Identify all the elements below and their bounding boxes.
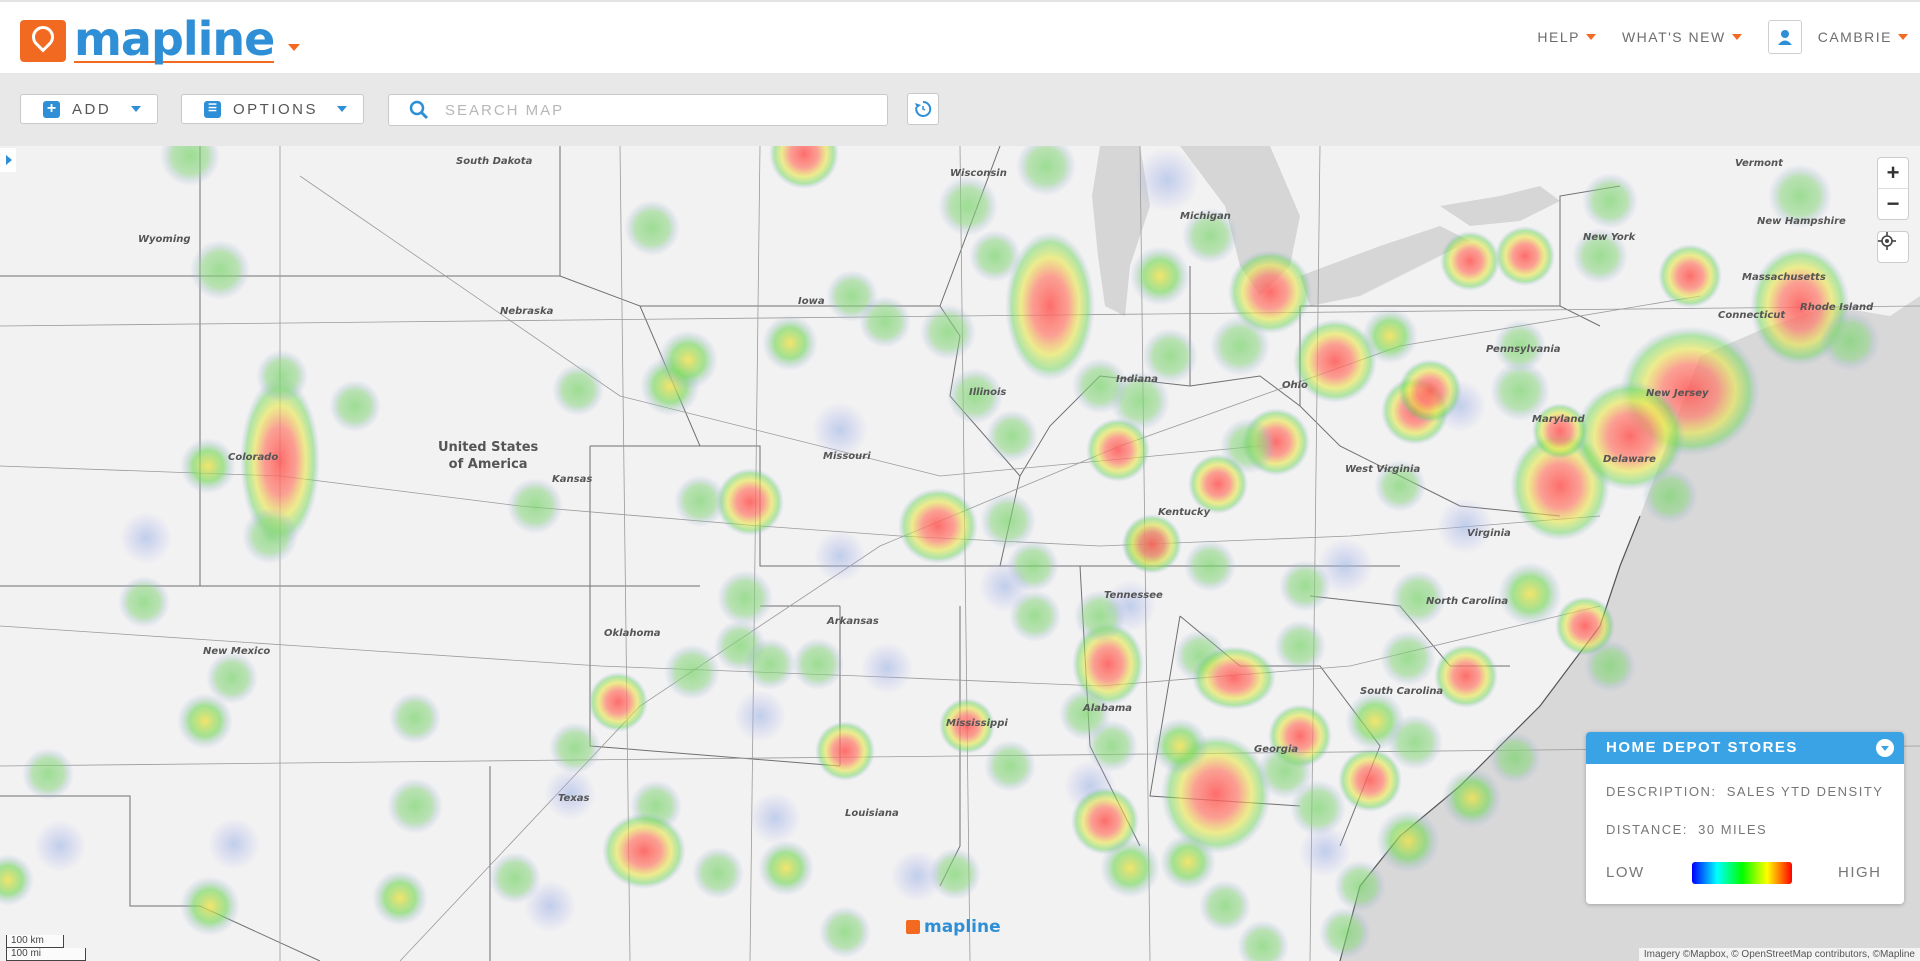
map-watermark: mapline (906, 917, 1001, 937)
refresh-button[interactable] (907, 93, 939, 125)
place-label: North Carolina (1426, 596, 1509, 607)
heatmap-legend: HOME DEPOT STORES DESCRIPTION: SALES YTD… (1586, 732, 1904, 904)
place-label: New Jersey (1646, 388, 1709, 399)
place-label: Delaware (1603, 454, 1656, 465)
user-icon (1767, 20, 1802, 54)
legend-description: DESCRIPTION: SALES YTD DENSITY (1606, 784, 1883, 799)
place-label: Connecticut (1718, 310, 1786, 321)
refresh-icon (915, 100, 932, 117)
place-label: Rhode Island (1800, 302, 1874, 313)
place-label: Kansas (552, 474, 593, 485)
whats-new-label: WHAT'S NEW (1621, 29, 1726, 45)
logo-pin-icon (20, 20, 66, 62)
crosshair-icon (1878, 232, 1896, 250)
watermark-text: mapline (924, 917, 1001, 937)
legend-distance: DISTANCE: 30 MILES (1606, 822, 1767, 837)
place-label: New York (1583, 232, 1636, 243)
place-label: Georgia (1254, 744, 1299, 755)
country-label-line: of America (448, 457, 528, 472)
legend-title: HOME DEPOT STORES (1606, 739, 1798, 756)
help-label: HELP (1537, 29, 1580, 45)
legend-header[interactable]: HOME DEPOT STORES (1586, 732, 1904, 764)
place-label: Maryland (1532, 414, 1585, 425)
place-label: Illinois (969, 387, 1007, 398)
sidebar-toggle[interactable] (0, 148, 16, 172)
place-label: Mississippi (946, 718, 1008, 729)
top-bar: mapline HELP WHAT'S NEW CAMBRIE (0, 0, 1920, 74)
app-logo[interactable]: mapline (20, 12, 301, 66)
place-label: Virginia (1467, 528, 1511, 539)
place-label: Texas (558, 793, 590, 804)
place-label: Arkansas (827, 616, 879, 627)
whats-new-menu[interactable]: WHAT'S NEW (1622, 29, 1742, 45)
zoom-in-button[interactable]: + (1886, 160, 1900, 185)
help-menu[interactable]: HELP (1537, 29, 1596, 45)
chevron-down-icon (1898, 34, 1908, 40)
search-input[interactable] (443, 100, 867, 120)
place-label: Colorado (228, 452, 279, 463)
place-label: Iowa (798, 296, 825, 307)
description-value: SALES YTD DENSITY (1726, 784, 1884, 799)
place-label: Michigan (1180, 211, 1231, 222)
scale-km: 100 km (6, 935, 64, 948)
place-label: South Carolina (1360, 686, 1444, 697)
search-icon (409, 100, 429, 120)
gradient-scale (1692, 862, 1792, 884)
chevron-down-icon (1731, 34, 1742, 40)
chevron-down-icon (1881, 746, 1889, 751)
place-label: Alabama (1083, 703, 1132, 714)
user-name: CAMBRIE (1817, 29, 1892, 45)
chevron-down-icon (337, 106, 347, 112)
place-label: West Virginia (1345, 464, 1421, 475)
logo-dropdown-icon[interactable] (288, 43, 301, 51)
place-label: Missouri (823, 451, 871, 462)
place-label: South Dakota (456, 156, 533, 167)
place-label: Nebraska (500, 306, 554, 317)
map-attribution: Imagery ©Mapbox, © OpenStreetMap contrib… (1638, 948, 1920, 961)
distance-label: DISTANCE: (1606, 822, 1688, 837)
logo-pin-icon (906, 920, 920, 934)
place-label: Oklahoma (604, 628, 661, 639)
place-label: Vermont (1735, 158, 1783, 169)
collapse-button[interactable] (1876, 739, 1894, 757)
chevron-down-icon (1585, 34, 1596, 40)
chevron-down-icon (131, 106, 141, 112)
map-scale: 100 km 100 mi (6, 935, 86, 961)
search-box (388, 94, 888, 126)
legend-low-label: LOW (1606, 864, 1645, 881)
place-label: New Hampshire (1757, 216, 1846, 227)
list-icon: ☰ (204, 100, 221, 118)
place-label: Pennsylvania (1486, 344, 1561, 355)
place-label: Louisiana (845, 808, 899, 819)
zoom-control: + − (1878, 158, 1908, 219)
place-label: Ohio (1282, 380, 1308, 391)
add-button[interactable]: + ADD (20, 94, 158, 124)
locate-button[interactable] (1878, 232, 1908, 262)
place-label: Wyoming (138, 234, 191, 245)
top-nav: HELP WHAT'S NEW CAMBRIE (1537, 20, 1908, 54)
place-label: New Mexico (203, 646, 271, 657)
add-label: ADD (72, 100, 112, 118)
user-menu[interactable]: CAMBRIE (1767, 20, 1908, 54)
country-label-line: United States (438, 440, 539, 455)
options-label: OPTIONS (233, 100, 319, 118)
place-label: Indiana (1116, 374, 1159, 385)
place-label: Tennessee (1104, 590, 1163, 601)
country-label: United States of America (438, 439, 538, 473)
distance-value: 30 MILES (1698, 822, 1768, 837)
scale-mi: 100 mi (6, 948, 86, 961)
description-label: DESCRIPTION: (1606, 784, 1717, 799)
place-label: Wisconsin (950, 168, 1007, 179)
map-toolbar: + ADD ☰ OPTIONS (0, 74, 1920, 146)
logo-text: mapline (74, 12, 275, 66)
zoom-out-button[interactable]: − (1878, 188, 1908, 219)
map-canvas[interactable]: United States of America South Dakota Wis… (0, 146, 1920, 961)
place-label: Kentucky (1158, 507, 1211, 518)
options-button[interactable]: ☰ OPTIONS (181, 94, 364, 124)
legend-high-label: HIGH (1838, 864, 1882, 881)
plus-icon: + (43, 100, 60, 118)
place-label: Massachusetts (1742, 272, 1826, 283)
chevron-right-icon (6, 155, 12, 165)
